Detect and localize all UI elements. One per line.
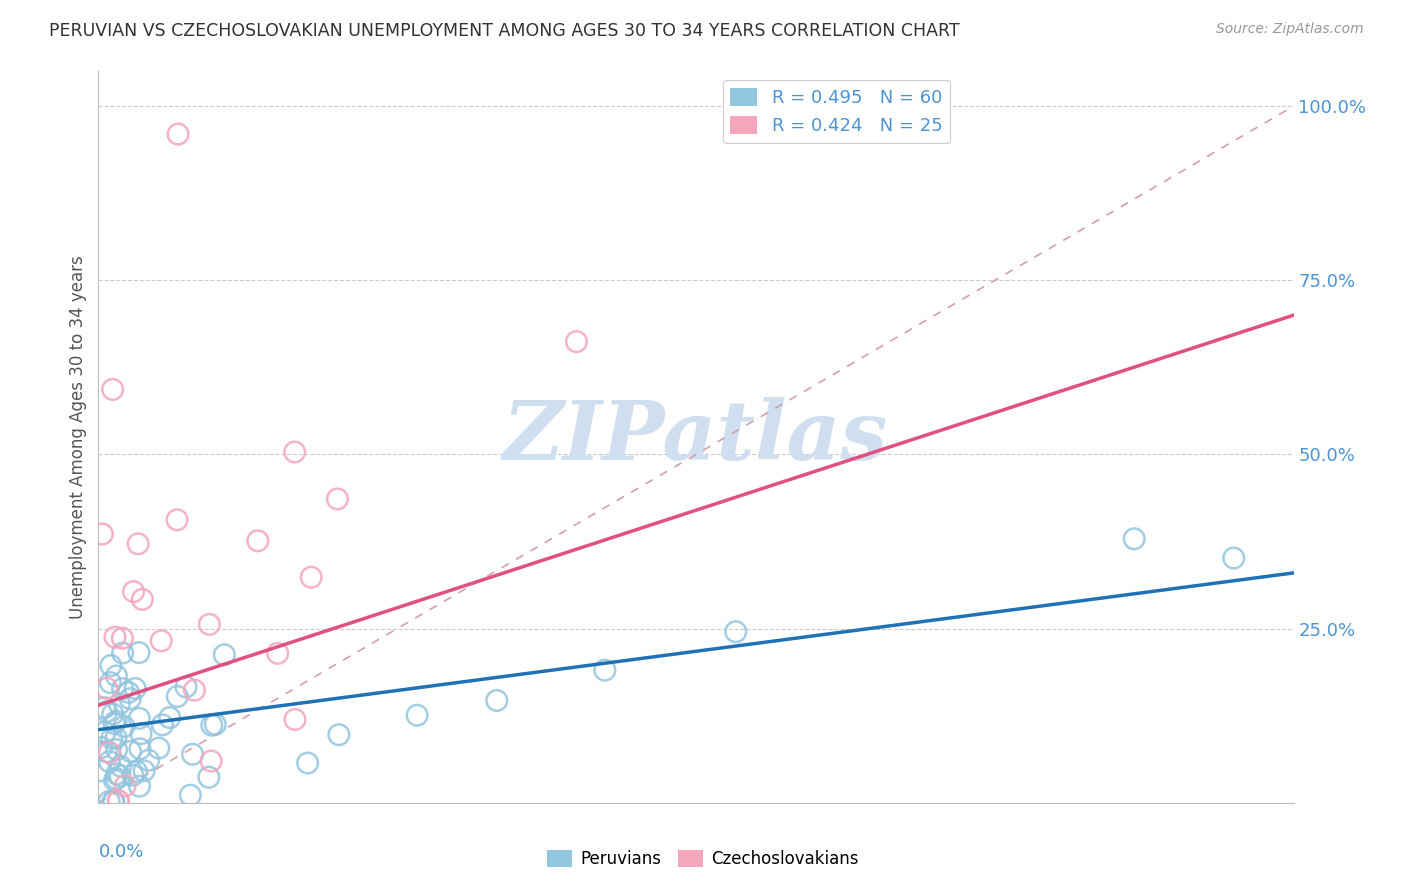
Point xyxy=(101,706,124,721)
Text: Source: ZipAtlas.com: Source: ZipAtlas.com xyxy=(1216,22,1364,37)
Point xyxy=(129,726,152,740)
Point xyxy=(565,334,588,349)
Point xyxy=(91,527,114,541)
Text: ZIPatlas: ZIPatlas xyxy=(503,397,889,477)
Point xyxy=(284,713,307,727)
Point xyxy=(96,745,118,759)
Point xyxy=(107,794,129,808)
Point xyxy=(328,728,350,742)
Point xyxy=(299,570,322,584)
Point xyxy=(105,669,128,683)
Point xyxy=(122,768,145,782)
Point xyxy=(104,773,127,788)
Point xyxy=(204,717,226,731)
Point xyxy=(98,755,121,769)
Point xyxy=(93,700,115,714)
Point xyxy=(148,741,170,756)
Point xyxy=(103,716,125,731)
Point xyxy=(198,770,221,784)
Point xyxy=(94,725,117,739)
Legend: Peruvians, Czechoslovakians: Peruvians, Czechoslovakians xyxy=(540,843,866,875)
Point xyxy=(90,740,112,755)
Point xyxy=(111,632,134,646)
Point xyxy=(166,513,188,527)
Point xyxy=(125,764,148,779)
Point xyxy=(105,772,128,786)
Point xyxy=(152,718,174,732)
Point xyxy=(128,646,150,660)
Point xyxy=(167,127,190,141)
Text: PERUVIAN VS CZECHOSLOVAKIAN UNEMPLOYMENT AMONG AGES 30 TO 34 YEARS CORRELATION C: PERUVIAN VS CZECHOSLOVAKIAN UNEMPLOYMENT… xyxy=(49,22,960,40)
Point xyxy=(111,681,134,696)
Point xyxy=(159,711,181,725)
Point xyxy=(166,690,188,704)
Point xyxy=(108,769,131,783)
Point xyxy=(214,648,236,662)
Point xyxy=(105,714,128,729)
Point xyxy=(101,731,124,746)
Point xyxy=(98,675,121,690)
Point xyxy=(1123,532,1146,546)
Point xyxy=(108,697,131,711)
Point xyxy=(127,537,149,551)
Legend: R = 0.495   N = 60, R = 0.424   N = 25: R = 0.495 N = 60, R = 0.424 N = 25 xyxy=(723,80,950,143)
Point xyxy=(198,617,221,632)
Point xyxy=(181,747,204,762)
Point xyxy=(128,779,150,793)
Point xyxy=(103,794,125,808)
Point xyxy=(105,767,128,781)
Point xyxy=(111,646,134,660)
Point xyxy=(593,663,616,677)
Point xyxy=(96,681,118,696)
Point xyxy=(98,794,121,808)
Point xyxy=(120,691,142,706)
Text: 0.0%: 0.0% xyxy=(98,843,143,861)
Point xyxy=(117,685,139,699)
Point xyxy=(114,779,136,793)
Point xyxy=(1223,551,1246,566)
Point xyxy=(326,491,349,506)
Point xyxy=(284,445,307,459)
Point xyxy=(122,584,145,599)
Point xyxy=(124,681,146,696)
Point xyxy=(406,708,429,723)
Point xyxy=(131,592,153,607)
Point xyxy=(200,754,222,768)
Point xyxy=(174,680,197,694)
Point xyxy=(110,759,132,773)
Point xyxy=(101,794,124,808)
Point xyxy=(104,731,127,745)
Point xyxy=(297,756,319,770)
Point xyxy=(98,746,121,760)
Point xyxy=(138,753,160,767)
Point xyxy=(128,711,150,725)
Point xyxy=(100,658,122,673)
Point xyxy=(105,742,128,756)
Point xyxy=(132,764,155,778)
Point xyxy=(89,764,111,778)
Point xyxy=(96,705,118,719)
Point xyxy=(120,744,142,758)
Point xyxy=(201,718,224,732)
Point xyxy=(246,533,269,548)
Point xyxy=(104,630,127,644)
Point xyxy=(129,741,152,756)
Point xyxy=(112,719,135,733)
Point xyxy=(183,683,205,698)
Point xyxy=(107,794,129,808)
Point xyxy=(101,383,124,397)
Point xyxy=(179,789,201,803)
Point xyxy=(267,646,290,660)
Point xyxy=(150,633,173,648)
Y-axis label: Unemployment Among Ages 30 to 34 years: Unemployment Among Ages 30 to 34 years xyxy=(69,255,87,619)
Point xyxy=(724,624,747,639)
Point xyxy=(485,693,508,707)
